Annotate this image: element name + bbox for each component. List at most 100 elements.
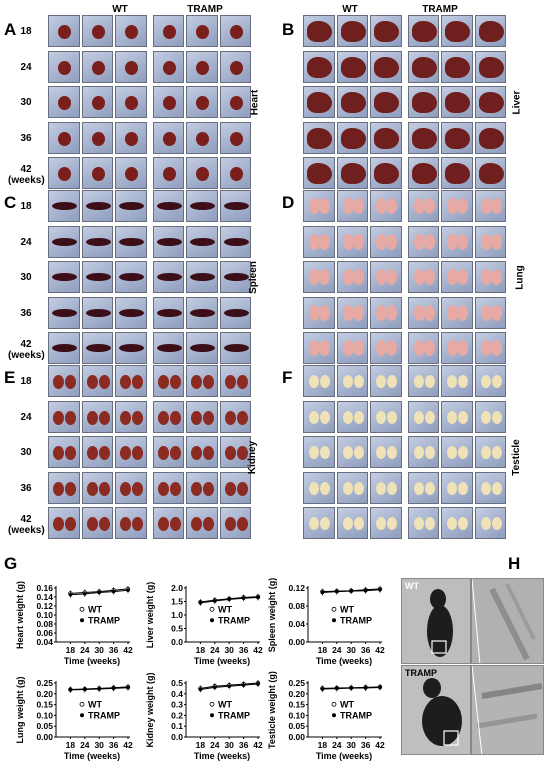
liver-photo-tramp xyxy=(407,50,439,83)
legend-marker-tramp xyxy=(80,713,84,718)
lung-specimen xyxy=(447,304,458,321)
spleen-photo-tramp xyxy=(186,332,218,364)
lung-photo-wt xyxy=(336,296,368,329)
spleen-photo-wt xyxy=(115,190,147,222)
kidney-specimen xyxy=(224,446,236,460)
liver-specimen xyxy=(478,56,504,78)
y-tick-label: 0.05 xyxy=(36,721,53,731)
x-tick-label: 24 xyxy=(80,740,90,750)
testicle-photo-tramp xyxy=(407,436,439,468)
liver-photo-tramp xyxy=(441,121,473,154)
liver-specimen xyxy=(478,92,504,113)
panel-label-d: D xyxy=(282,193,295,212)
mouse-silhouette-tramp xyxy=(422,678,462,746)
heart-specimen xyxy=(229,60,243,75)
spleen-photo-wt xyxy=(81,332,113,364)
testicle-specimen xyxy=(376,446,386,459)
legend-label-tramp: TRAMP xyxy=(340,710,372,720)
x-tick-label: 30 xyxy=(346,645,356,655)
kidney-specimen xyxy=(86,410,98,425)
lung-specimen xyxy=(352,304,364,321)
y-tick-label: 0.00 xyxy=(288,637,305,647)
lung-photo-wt xyxy=(370,225,402,258)
heart-specimen xyxy=(229,131,243,146)
kidney-specimen xyxy=(132,410,143,425)
liver-photo-tramp xyxy=(474,50,506,83)
kidney-specimen xyxy=(169,410,181,425)
liver-photo-wt xyxy=(336,121,368,154)
kidney-specimen xyxy=(86,446,98,460)
lung-specimen xyxy=(490,233,502,250)
kidney-photo-wt xyxy=(48,400,80,433)
heart-specimen xyxy=(125,25,138,39)
kidney-specimen xyxy=(224,481,236,496)
heart-photo-tramp xyxy=(219,50,251,83)
lung-specimen xyxy=(376,233,387,250)
y-tick-label: 0.0 xyxy=(171,732,183,742)
roi-box-tramp xyxy=(443,730,459,746)
kidney-specimen xyxy=(224,410,236,425)
liver-specimen xyxy=(307,92,332,113)
testicle-photo-tramp xyxy=(441,507,473,539)
heart-photo-tramp xyxy=(219,15,251,47)
liver-photo-tramp xyxy=(441,157,473,189)
testicle-photo-wt xyxy=(303,400,335,433)
heart-photo-tramp xyxy=(219,86,251,118)
row-label-c-30: 30 xyxy=(20,272,32,283)
lung-specimen xyxy=(447,233,458,250)
kidney-specimen xyxy=(236,410,248,425)
y-tick-label: 2.0 xyxy=(171,583,183,593)
testicle-photo-wt xyxy=(370,436,402,468)
testicle-specimen xyxy=(480,410,491,424)
spleen-specimen xyxy=(156,273,182,281)
y-tick-label: 0.5 xyxy=(171,624,183,634)
heart-specimen xyxy=(196,167,209,181)
column-header-wt-right: WT xyxy=(342,4,358,15)
testicle-photo-tramp xyxy=(474,436,506,468)
spleen-specimen xyxy=(156,202,182,210)
liver-specimen xyxy=(340,127,366,149)
lung-specimen xyxy=(423,269,435,285)
testicle-specimen xyxy=(342,446,353,459)
lung-specimen xyxy=(480,233,492,250)
lung-specimen xyxy=(423,198,435,214)
kidney-photo-wt xyxy=(81,400,113,433)
kidney-specimen xyxy=(132,446,143,460)
testicle-specimen xyxy=(309,481,319,495)
spleen-specimen xyxy=(223,202,249,210)
kidney-photo-wt xyxy=(48,436,80,468)
y-tick-label: 0.00 xyxy=(288,732,305,742)
kidney-photo-tramp xyxy=(219,400,251,433)
y-tick-label: 0.25 xyxy=(288,678,305,688)
heart-specimen xyxy=(58,25,71,39)
liver-specimen xyxy=(307,163,332,184)
legend-label-wt: WT xyxy=(218,604,232,614)
kidney-specimen xyxy=(169,517,181,531)
testicle-photo-wt xyxy=(336,436,368,468)
kidney-photo-wt xyxy=(115,436,147,468)
spleen-specimen xyxy=(52,202,77,210)
liver-specimen xyxy=(340,56,366,78)
spleen-specimen xyxy=(156,308,182,317)
testicle-specimen xyxy=(491,410,502,424)
testicle-photo-tramp xyxy=(407,471,439,504)
spleen-specimen xyxy=(223,237,249,246)
lung-specimen xyxy=(490,269,502,285)
lung-specimen xyxy=(309,269,320,285)
spleen-specimen xyxy=(156,237,182,246)
heart-specimen xyxy=(196,96,209,110)
spleen-photo-tramp xyxy=(152,190,184,222)
lung-specimen xyxy=(376,198,387,214)
testicle-specimen xyxy=(413,517,424,530)
lung-photo-tramp xyxy=(474,296,506,329)
kidney-photo-tramp xyxy=(152,436,184,468)
lung-photo-wt xyxy=(336,190,368,222)
spleen-specimen xyxy=(190,202,215,210)
lung-photo-tramp xyxy=(441,225,473,258)
testicle-specimen xyxy=(353,481,364,495)
lung-photo-tramp xyxy=(441,261,473,293)
legend-marker-wt xyxy=(209,606,215,612)
liver-photo-tramp xyxy=(474,157,506,189)
lung-specimen xyxy=(447,340,458,356)
heart-photo-tramp xyxy=(186,86,218,118)
